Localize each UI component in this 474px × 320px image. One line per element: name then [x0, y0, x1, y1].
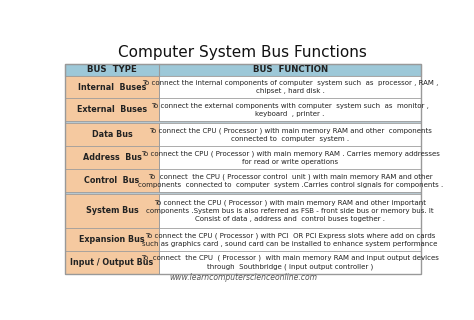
- FancyBboxPatch shape: [159, 169, 421, 192]
- FancyBboxPatch shape: [159, 228, 421, 251]
- Text: BUS  FUNCTION: BUS FUNCTION: [253, 66, 328, 75]
- FancyBboxPatch shape: [159, 99, 421, 121]
- FancyBboxPatch shape: [65, 124, 159, 146]
- Text: Expansion Bus: Expansion Bus: [79, 235, 145, 244]
- FancyBboxPatch shape: [65, 192, 421, 194]
- Text: Address  Bus: Address Bus: [82, 153, 141, 162]
- FancyBboxPatch shape: [65, 76, 159, 99]
- Text: Data Bus: Data Bus: [91, 130, 132, 139]
- Text: Computer System Bus Functions: Computer System Bus Functions: [118, 44, 367, 60]
- FancyBboxPatch shape: [65, 169, 159, 192]
- FancyBboxPatch shape: [159, 76, 421, 99]
- Text: To connect the CPU ( Processor ) with PCI  OR PCI Express slots where add on car: To connect the CPU ( Processor ) with PC…: [143, 232, 438, 247]
- FancyBboxPatch shape: [65, 64, 421, 76]
- FancyBboxPatch shape: [65, 251, 159, 274]
- Text: Internal  Buses: Internal Buses: [78, 83, 146, 92]
- Text: www.learncomputerscienceonline.com: www.learncomputerscienceonline.com: [169, 273, 317, 282]
- Text: To connect the CPU ( Processor ) with main memory RAM and other  components
conn: To connect the CPU ( Processor ) with ma…: [149, 128, 431, 142]
- FancyBboxPatch shape: [65, 146, 159, 169]
- FancyBboxPatch shape: [159, 194, 421, 228]
- FancyBboxPatch shape: [159, 251, 421, 274]
- Text: To  connect  the CPU  ( Processor )  with main memory RAM and input output devic: To connect the CPU ( Processor ) with ma…: [141, 255, 439, 270]
- FancyBboxPatch shape: [65, 194, 159, 228]
- FancyBboxPatch shape: [65, 228, 159, 251]
- Text: To connect the CPU ( Processor ) with main memory RAM . Carries memory addresses: To connect the CPU ( Processor ) with ma…: [141, 150, 439, 165]
- FancyBboxPatch shape: [159, 146, 421, 169]
- Text: To connect the internal components of computer  system such  as  processor , RAM: To connect the internal components of co…: [142, 80, 438, 94]
- Text: Control  Bus: Control Bus: [84, 176, 140, 185]
- Text: To connect the CPU ( Processor ) with main memory RAM and other important
compon: To connect the CPU ( Processor ) with ma…: [146, 200, 434, 222]
- Text: Input / Output Bus: Input / Output Bus: [70, 258, 154, 267]
- Text: System Bus: System Bus: [86, 206, 138, 215]
- Text: External  Buses: External Buses: [77, 105, 147, 115]
- FancyBboxPatch shape: [65, 99, 159, 121]
- Text: To connect the external components with computer  system such  as  monitor ,
key: To connect the external components with …: [151, 103, 429, 117]
- Text: BUS  TYPE: BUS TYPE: [87, 66, 137, 75]
- Text: To  connect  the CPU ( Processor control  unit ) with main memory RAM and other
: To connect the CPU ( Processor control u…: [137, 173, 443, 188]
- FancyBboxPatch shape: [65, 121, 421, 124]
- FancyBboxPatch shape: [159, 124, 421, 146]
